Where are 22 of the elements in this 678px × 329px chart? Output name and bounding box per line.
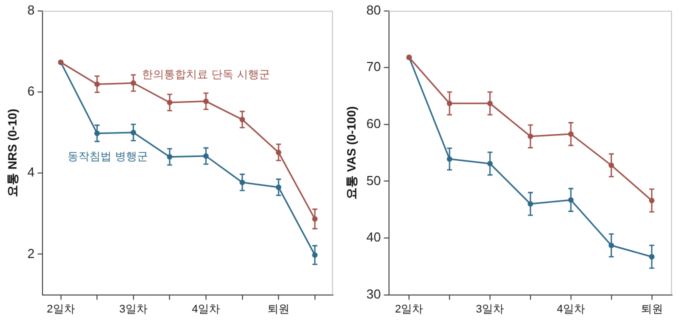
series-label: 동작침법 병행군	[68, 150, 148, 163]
y-tick-label: 50	[366, 172, 381, 188]
y-tick-label: 8	[27, 2, 35, 18]
x-tick-label: 퇴원	[268, 303, 290, 316]
y-tick-label: 6	[27, 84, 35, 99]
y-tick-label: 80	[366, 2, 381, 18]
y-axis-title: 요통 NRS (0-10)	[6, 108, 20, 197]
x-tick-label: 2일차	[395, 303, 424, 316]
x-tick-label: 3일차	[476, 303, 504, 316]
series-label: 한의통합치료 단독 시행군	[142, 68, 270, 82]
y-tick-label: 30	[366, 286, 381, 302]
y-tick-label: 2	[27, 246, 35, 261]
y-tick-label: 60	[366, 116, 381, 131]
y-tick-label: 4	[27, 164, 35, 180]
x-tick-label: 퇴원	[640, 303, 663, 316]
y-axis-title: 요통 VAS (0-100)	[344, 106, 359, 200]
y-tick-label: 70	[366, 59, 381, 74]
x-tick-label: 3일차	[119, 303, 148, 316]
x-tick-label: 2일차	[46, 303, 75, 316]
x-tick-label: 4일차	[192, 303, 220, 316]
x-tick-label: 4일차	[556, 303, 585, 316]
y-tick-label: 40	[366, 230, 381, 245]
